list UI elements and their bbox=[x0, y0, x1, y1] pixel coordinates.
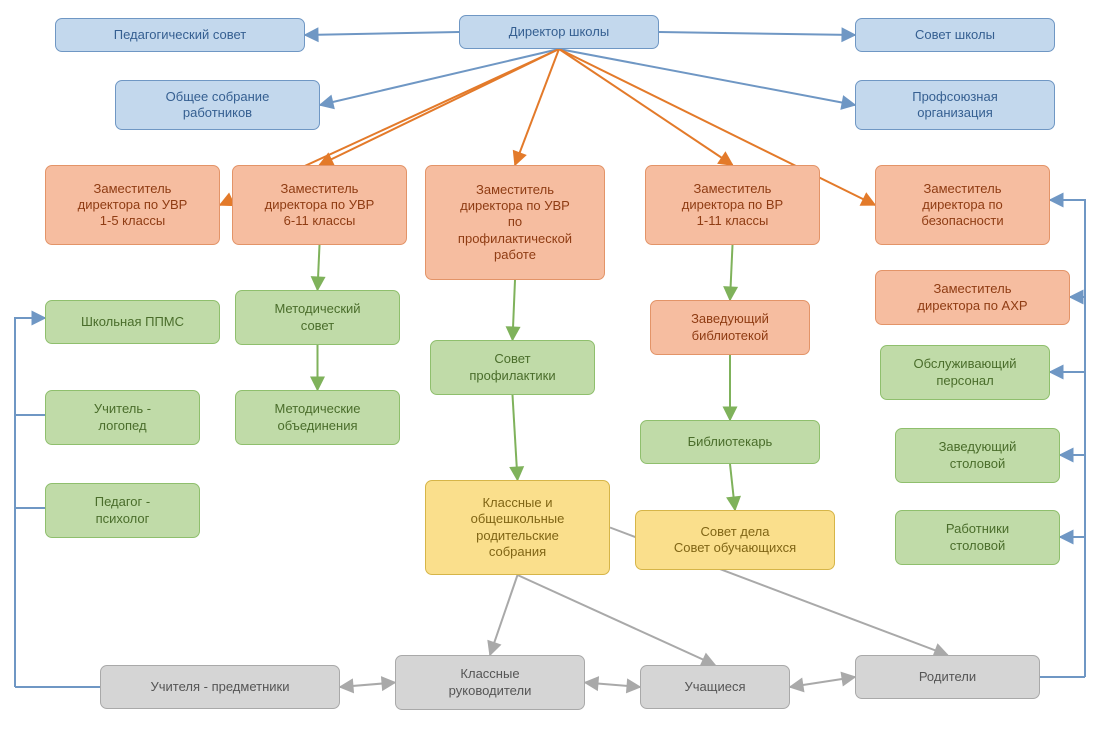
node-dep_vr: Заместитель директора по ВР 1-11 классы bbox=[645, 165, 820, 245]
node-dep_uvr15: Заместитель директора по УВР 1-5 классы bbox=[45, 165, 220, 245]
node-teachers: Учителя - предметники bbox=[100, 665, 340, 709]
node-dep_ahr: Заместитель директора по АХР bbox=[875, 270, 1070, 325]
node-students: Учащиеся bbox=[640, 665, 790, 709]
node-ppms: Школьная ППМС bbox=[45, 300, 220, 344]
node-director: Директор школы bbox=[459, 15, 659, 49]
node-general_meeting: Общее собрание работников bbox=[115, 80, 320, 130]
node-rab_stol: Работники столовой bbox=[895, 510, 1060, 565]
node-zav_stol: Заведующий столовой bbox=[895, 428, 1060, 483]
node-sovet_dela: Совет дела Совет обучающихся bbox=[635, 510, 835, 570]
node-profsoyuz: Профсоюзная организация bbox=[855, 80, 1055, 130]
node-met_sovet: Методический совет bbox=[235, 290, 400, 345]
node-kl_sobr: Классные и общешкольные родительские соб… bbox=[425, 480, 610, 575]
node-logoped: Учитель - логопед bbox=[45, 390, 200, 445]
node-psych: Педагог - психолог bbox=[45, 483, 200, 538]
node-dep_safety: Заместитель директора по безопасности bbox=[875, 165, 1050, 245]
node-school_council: Совет школы bbox=[855, 18, 1055, 52]
node-zav_bibl: Заведующий библиотекой bbox=[650, 300, 810, 355]
node-sovet_prof: Совет профилактики bbox=[430, 340, 595, 395]
node-kl_ruk: Классные руководители bbox=[395, 655, 585, 710]
node-obsl_pers: Обслуживающий персонал bbox=[880, 345, 1050, 400]
node-met_obed: Методические объединения bbox=[235, 390, 400, 445]
node-dep_uvr_prof: Заместитель директора по УВР по профилак… bbox=[425, 165, 605, 280]
node-bibl: Библиотекарь bbox=[640, 420, 820, 464]
node-parents: Родители bbox=[855, 655, 1040, 699]
org-chart: Директор школы Педагогический совет Совет … bbox=[0, 0, 1098, 741]
node-ped_council: Педагогический совет bbox=[55, 18, 305, 52]
node-dep_uvr611: Заместитель директора по УВР 6-11 классы bbox=[232, 165, 407, 245]
